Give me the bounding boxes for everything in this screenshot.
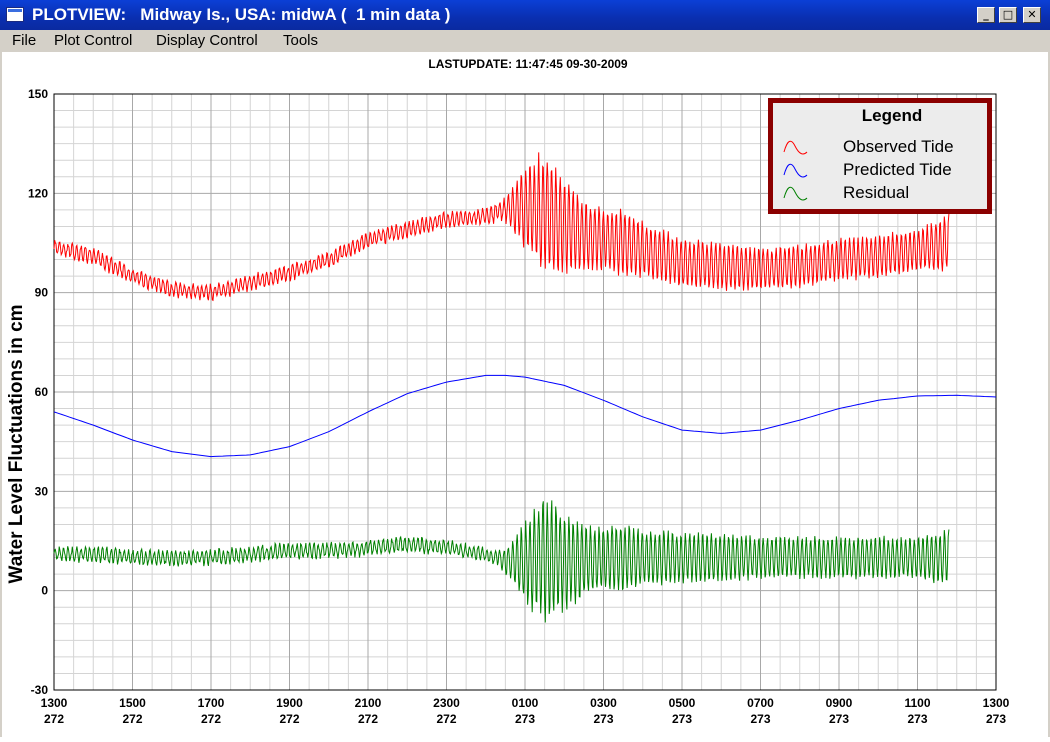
menu-tools[interactable]: Tools bbox=[283, 32, 319, 49]
minimize-button[interactable]: _ bbox=[977, 7, 995, 23]
x-tick-label-day: 273 bbox=[593, 712, 613, 726]
plot-area: LASTUPDATE: 11:47:45 09-30-2009 150 120 90… bbox=[0, 52, 1050, 737]
x-tick-label-time: 1900 bbox=[276, 696, 303, 710]
x-tick-label-time: 2100 bbox=[355, 696, 382, 710]
x-tick-label-time: 0500 bbox=[669, 696, 696, 710]
menu-plot-control[interactable]: Plot Control bbox=[54, 32, 133, 49]
x-tick-label-time: 1300 bbox=[983, 696, 1010, 710]
predicted-tide-series-line bbox=[53, 374, 997, 458]
menu-bar: File Plot Control Display Control Tools bbox=[0, 30, 1050, 52]
x-tick-labels: 1300 272 1500 272 1700 272 1900 272 2100 272 2300 2… bbox=[41, 696, 1010, 726]
menu-display-control[interactable]: Display Control bbox=[156, 32, 258, 49]
legend: Legend Observed Tide Predicted Tide Resi… bbox=[768, 98, 992, 214]
app-window-icon[interactable] bbox=[6, 7, 24, 22]
window-title: PLOTVIEW: Midway Is., USA: midwA ( 1 min… bbox=[32, 5, 451, 24]
x-tick-label-time: 2300 bbox=[433, 696, 460, 710]
legend-entry-observed: Observed Tide bbox=[843, 137, 954, 156]
observed-legend-icon bbox=[783, 140, 808, 155]
x-tick-label-day: 273 bbox=[750, 712, 770, 726]
y-tick-label: 0 bbox=[41, 584, 48, 598]
x-tick-label-day: 273 bbox=[829, 712, 849, 726]
x-tick-label-time: 1100 bbox=[904, 696, 930, 710]
observed-tide-series-line bbox=[53, 152, 950, 302]
y-tick-label: 120 bbox=[28, 186, 48, 200]
y-axis-label: Water Level Fluctuations in cm bbox=[6, 304, 27, 583]
tide-chart: LASTUPDATE: 11:47:45 09-30-2009 150 120 90… bbox=[6, 57, 1010, 726]
x-tick-label-time: 1500 bbox=[119, 696, 146, 710]
menu-file[interactable]: File bbox=[12, 32, 37, 49]
x-tick-label-day: 273 bbox=[907, 712, 927, 726]
x-tick-label-day: 272 bbox=[44, 712, 64, 726]
x-tick-label-day: 272 bbox=[279, 712, 299, 726]
x-tick-label-time: 0300 bbox=[590, 696, 617, 710]
legend-entry-predicted: Predicted Tide bbox=[843, 160, 952, 179]
x-tick-label-day: 272 bbox=[358, 712, 378, 726]
x-tick-label-time: 1300 bbox=[41, 696, 68, 710]
y-tick-label: 90 bbox=[35, 286, 49, 300]
y-tick-label: 30 bbox=[35, 484, 49, 498]
title-bar[interactable]: PLOTVIEW: Midway Is., USA: midwA ( 1 min… bbox=[0, 0, 1050, 30]
maximize-button[interactable]: □ bbox=[999, 7, 1017, 23]
plot-frame bbox=[53, 93, 997, 691]
x-tick-label-day: 273 bbox=[515, 712, 535, 726]
legend-entry-residual: Residual bbox=[843, 183, 909, 202]
legend-title: Legend bbox=[862, 106, 922, 125]
close-button[interactable]: ✕ bbox=[1023, 7, 1041, 23]
x-tick-label-time: 0700 bbox=[747, 696, 774, 710]
x-tick-label-time: 0900 bbox=[826, 696, 853, 710]
residual-series-line bbox=[53, 500, 950, 623]
last-update-label: LASTUPDATE: 11:47:45 09-30-2009 bbox=[428, 57, 628, 71]
y-tick-label: 150 bbox=[28, 87, 48, 101]
predicted-legend-icon bbox=[783, 163, 808, 178]
series-layer bbox=[53, 152, 997, 623]
x-tick-label-day: 272 bbox=[436, 712, 456, 726]
legend-background bbox=[773, 103, 987, 209]
y-tick-label: -30 bbox=[31, 683, 49, 697]
x-tick-label-day: 272 bbox=[122, 712, 142, 726]
y-tick-label: 60 bbox=[35, 385, 49, 399]
residual-legend-icon bbox=[783, 186, 808, 201]
x-tick-label-day: 273 bbox=[672, 712, 692, 726]
x-tick-label-time: 1700 bbox=[198, 696, 225, 710]
y-tick-labels: 150 120 90 60 30 0 -30 bbox=[28, 87, 48, 697]
x-tick-label-day: 273 bbox=[986, 712, 1006, 726]
x-tick-label-day: 272 bbox=[201, 712, 221, 726]
x-tick-label-time: 0100 bbox=[512, 696, 539, 710]
